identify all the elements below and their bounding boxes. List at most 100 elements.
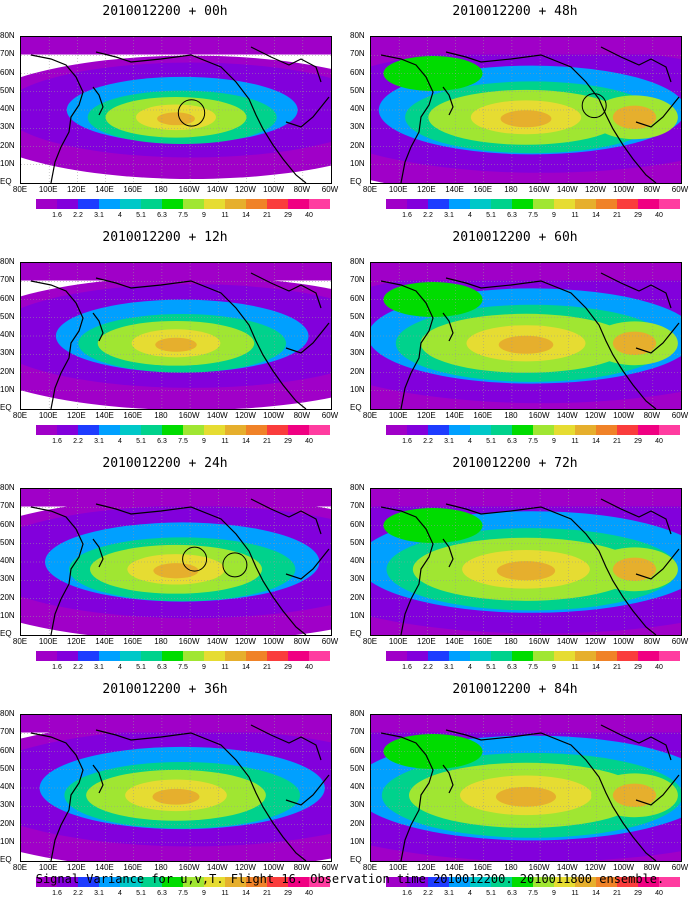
colorbar-tick-label: 29 <box>284 890 292 897</box>
longitude-label: 180 <box>154 411 168 420</box>
coastline <box>600 46 672 83</box>
coastline <box>30 54 84 183</box>
forecast-panel: 2010012200 + 48h 80N 70N 60N 50N 40N 30N 20N 10N… <box>350 4 688 219</box>
colorbar-tick-label: 3.1 <box>444 890 454 897</box>
latitude-label: 80N <box>350 31 365 40</box>
colorbar-tick-label: 7.5 <box>528 890 538 897</box>
colorbar-tick-label: 14 <box>242 212 250 219</box>
variance-map <box>370 714 682 862</box>
longitude-label: 120W <box>585 411 606 420</box>
colorbar-swatch <box>596 425 617 435</box>
longitude-label: 160W <box>178 185 200 194</box>
colorbar-swatch <box>470 877 491 887</box>
coastline <box>442 312 454 342</box>
panel-title: 2010012200 + 60h <box>452 230 578 245</box>
colorbar-tick-label: 7.5 <box>528 438 538 445</box>
colorbar-swatch <box>491 651 512 661</box>
colorbar-tick-label: 1.6 <box>402 664 412 671</box>
colorbar-swatch <box>554 651 575 661</box>
colorbar-swatch <box>99 199 120 209</box>
colorbar-swatch <box>617 651 638 661</box>
colorbar <box>386 877 680 887</box>
colorbar-tick-label: 11 <box>571 664 579 671</box>
longitude-label: 160E <box>123 411 143 420</box>
longitude-label: 100E <box>38 185 58 194</box>
longitude-label: 160W <box>528 411 550 420</box>
panel-title: 2010012200 + 24h <box>102 456 228 471</box>
coastline <box>30 280 84 409</box>
colorbar-swatch <box>512 199 533 209</box>
latitude-label: 80N <box>0 31 15 40</box>
longitude-label: 140W <box>206 185 228 194</box>
longitude-label: 120E <box>417 411 436 420</box>
colorbar-tick-label: 1.6 <box>52 438 62 445</box>
colorbar-swatch <box>99 651 120 661</box>
latitude-label: 10N <box>350 836 365 846</box>
panel-title: 2010012200 + 72h <box>452 456 578 471</box>
colorbar-swatch <box>470 425 491 435</box>
colorbar-swatch <box>225 199 246 209</box>
colorbar-tick-label: 11 <box>221 212 229 219</box>
longitude-label: 100W <box>613 411 635 420</box>
colorbar <box>36 877 330 887</box>
colorbar-swatch <box>141 877 162 887</box>
latitude-label: 30N <box>0 800 15 810</box>
latitude-label: 40N <box>0 330 15 339</box>
latitude-label: 70N <box>0 49 15 59</box>
colorbar-swatch <box>575 425 596 435</box>
colorbar-swatch <box>246 651 267 661</box>
variance-map <box>370 36 682 184</box>
observation-circle <box>222 552 248 578</box>
colorbar-tick-label: 3.1 <box>444 212 454 219</box>
colorbar-swatch <box>36 651 57 661</box>
longitude-label: 160E <box>473 637 493 646</box>
longitude-label: 140W <box>556 411 578 420</box>
colorbar-tick-label: 29 <box>634 664 642 671</box>
coastline <box>635 96 680 128</box>
longitude-label: 140W <box>206 411 228 420</box>
colorbar-tick-label: 40 <box>305 212 313 219</box>
colorbar-tick-label: 6.3 <box>507 212 517 219</box>
colorbar-tick-label: 6.3 <box>507 664 517 671</box>
colorbar-tick-label: 1.6 <box>52 212 62 219</box>
colorbar-swatch <box>78 425 99 435</box>
latitude-label: 80N <box>0 709 15 718</box>
variance-contour <box>371 37 681 55</box>
colorbar-tick-label: 7.5 <box>178 438 188 445</box>
forecast-panel: 2010012200 + 24h 80N 70N 60N 50N 40N 30N 20N 10N… <box>0 456 338 671</box>
longitude-label: 100E <box>388 863 408 872</box>
colorbar-swatch <box>78 651 99 661</box>
colorbar-tick-label: 11 <box>221 438 229 445</box>
coastline <box>285 774 330 806</box>
longitude-label: 180 <box>154 863 168 872</box>
colorbar-swatch <box>386 199 407 209</box>
colorbar-tick-label: 7.5 <box>528 664 538 671</box>
longitude-label: 120W <box>235 185 256 194</box>
longitude-label: 160E <box>473 863 493 872</box>
coastline <box>445 51 657 183</box>
forecast-panel: 2010012200 + 72h 80N 70N 60N 50N 40N 30N 20N 10N… <box>350 456 688 671</box>
colorbar-swatch <box>428 425 449 435</box>
colorbar-tick-label: 40 <box>655 212 663 219</box>
variance-contour <box>500 110 552 128</box>
coastline <box>285 322 330 354</box>
latitude-label: 60N <box>0 519 15 529</box>
colorbar-tick-label: 14 <box>242 664 250 671</box>
colorbar-tick-label: 2.2 <box>73 212 83 219</box>
colorbar-swatch <box>470 199 491 209</box>
colorbar-tick-label: 14 <box>242 890 250 897</box>
coastline <box>250 46 322 83</box>
colorbar-swatch <box>309 425 330 435</box>
latitude-label: 40N <box>0 104 15 113</box>
panel-title: 2010012200 + 36h <box>102 682 228 697</box>
colorbar-swatch <box>36 199 57 209</box>
longitude-label: 80W <box>293 637 311 646</box>
forecast-panel: 2010012200 + 12h 80N 70N 60N 50N 40N 30N 20N 10N… <box>0 230 338 445</box>
colorbar-swatch <box>78 877 99 887</box>
latitude-label: 60N <box>350 745 365 755</box>
longitude-label: 120E <box>67 863 86 872</box>
latitude-label: 50N <box>0 85 15 95</box>
colorbar-swatch <box>288 425 309 435</box>
variance-contour <box>383 55 483 92</box>
colorbar-swatch <box>162 877 183 887</box>
